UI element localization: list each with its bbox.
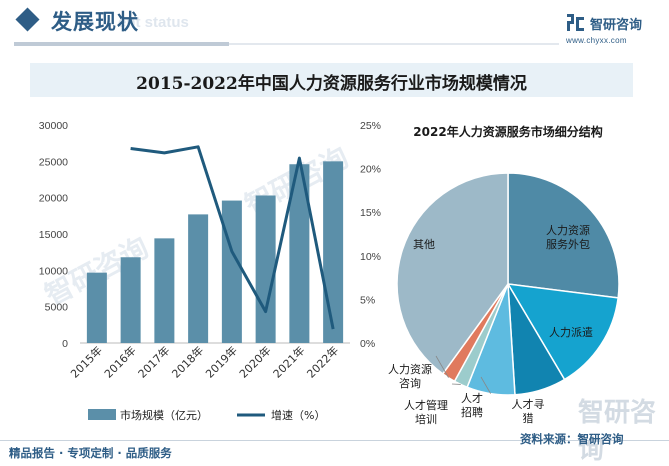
pie-slice-label-line: 培训 (415, 412, 437, 426)
right-axis-tick-label: 10% (360, 251, 381, 263)
legend-label-line: 增速（%） (271, 408, 325, 422)
legend-label-bar: 市场规模（亿元） (120, 408, 208, 422)
right-axis-tick-label: 25% (360, 120, 381, 132)
pie-slice-label-line: 招聘 (461, 405, 483, 419)
x-axis-tick-label: 2015年 (68, 343, 105, 380)
left-axis-tick-label: 0 (62, 338, 68, 350)
pie-slice-label-line: 服务外包 (546, 238, 590, 251)
right-axis-tick-label: 5% (360, 294, 375, 306)
pie-slice-label-line: 人才管理 (404, 398, 448, 412)
legend-swatch-bar (88, 409, 116, 420)
x-axis-tick-label: 2018年 (169, 343, 206, 380)
pie-title: 2022年人力资源服务市场细分结构 (413, 124, 602, 139)
pie-slice-label: 人力派遣 (549, 325, 593, 339)
footer-watermark: 智研咨询 (578, 392, 669, 466)
bar (222, 201, 242, 343)
x-axis-tick-label: 2022年 (304, 343, 341, 380)
footer-slogan: 精品报告 · 专项定制 · 品质服务 (9, 445, 172, 461)
right-axis-tick-label: 15% (360, 207, 381, 219)
pie-slice-label-line: 猎 (523, 411, 534, 425)
left-axis-tick-label: 5000 (45, 302, 69, 314)
data-source: 资料来源：智研咨询 (520, 431, 624, 447)
x-axis-tick-label: 2016年 (101, 343, 138, 380)
bar (87, 273, 107, 343)
pie-slice-label-line: 人力派遣 (549, 325, 593, 339)
bar (154, 238, 174, 343)
x-axis-tick-label: 2017年 (135, 343, 172, 380)
pie-slice-label-line: 人才寻 (512, 397, 545, 411)
pie-slice-label: 其他 (413, 238, 435, 251)
x-axis-tick-label: 2020年 (236, 343, 273, 380)
x-axis-tick-label: 2019年 (203, 343, 240, 380)
bar (256, 195, 276, 343)
pie-slice-label-line: 人力资源 (388, 362, 432, 376)
pie-slice-label-line: 人才 (461, 391, 483, 405)
right-axis-tick-label: 0% (360, 338, 375, 350)
right-axis-tick-label: 20% (360, 164, 381, 176)
left-axis-tick-label: 30000 (39, 120, 68, 132)
x-axis-tick-label: 2021年 (270, 343, 307, 380)
pie-slice-label: 人才管理培训 (404, 398, 448, 426)
pie-slice-label-line: 其他 (413, 238, 435, 251)
pie-slice-label: 人才招聘 (461, 391, 483, 419)
left-axis-tick-label: 25000 (39, 156, 68, 168)
left-axis-tick-label: 15000 (39, 229, 68, 241)
bar (323, 161, 343, 343)
pie-slice-label-line: 人力资源 (546, 223, 590, 237)
bar (188, 214, 208, 343)
left-axis-tick-label: 10000 (39, 265, 68, 277)
pie-slice-label-line: 咨询 (399, 376, 421, 390)
bar (121, 257, 141, 343)
pie-slice-label: 人才寻猎 (512, 397, 545, 425)
pie-slice-label: 人力资源咨询 (388, 362, 432, 390)
left-axis-tick-label: 20000 (39, 193, 68, 205)
